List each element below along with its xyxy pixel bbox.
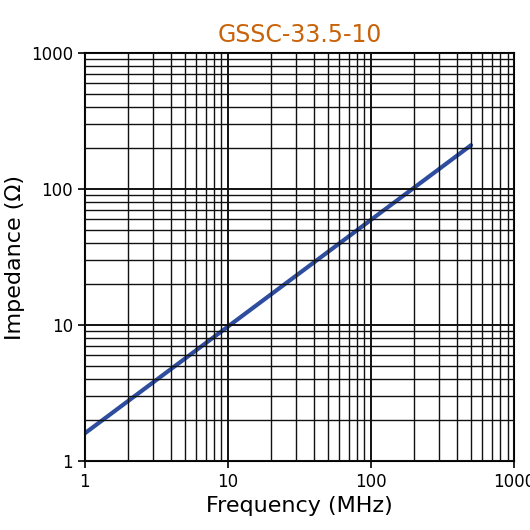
Title: GSSC-33.5-10: GSSC-33.5-10	[217, 23, 382, 47]
Y-axis label: Impedance (Ω): Impedance (Ω)	[5, 174, 25, 340]
X-axis label: Frequency (MHz): Frequency (MHz)	[206, 497, 393, 516]
